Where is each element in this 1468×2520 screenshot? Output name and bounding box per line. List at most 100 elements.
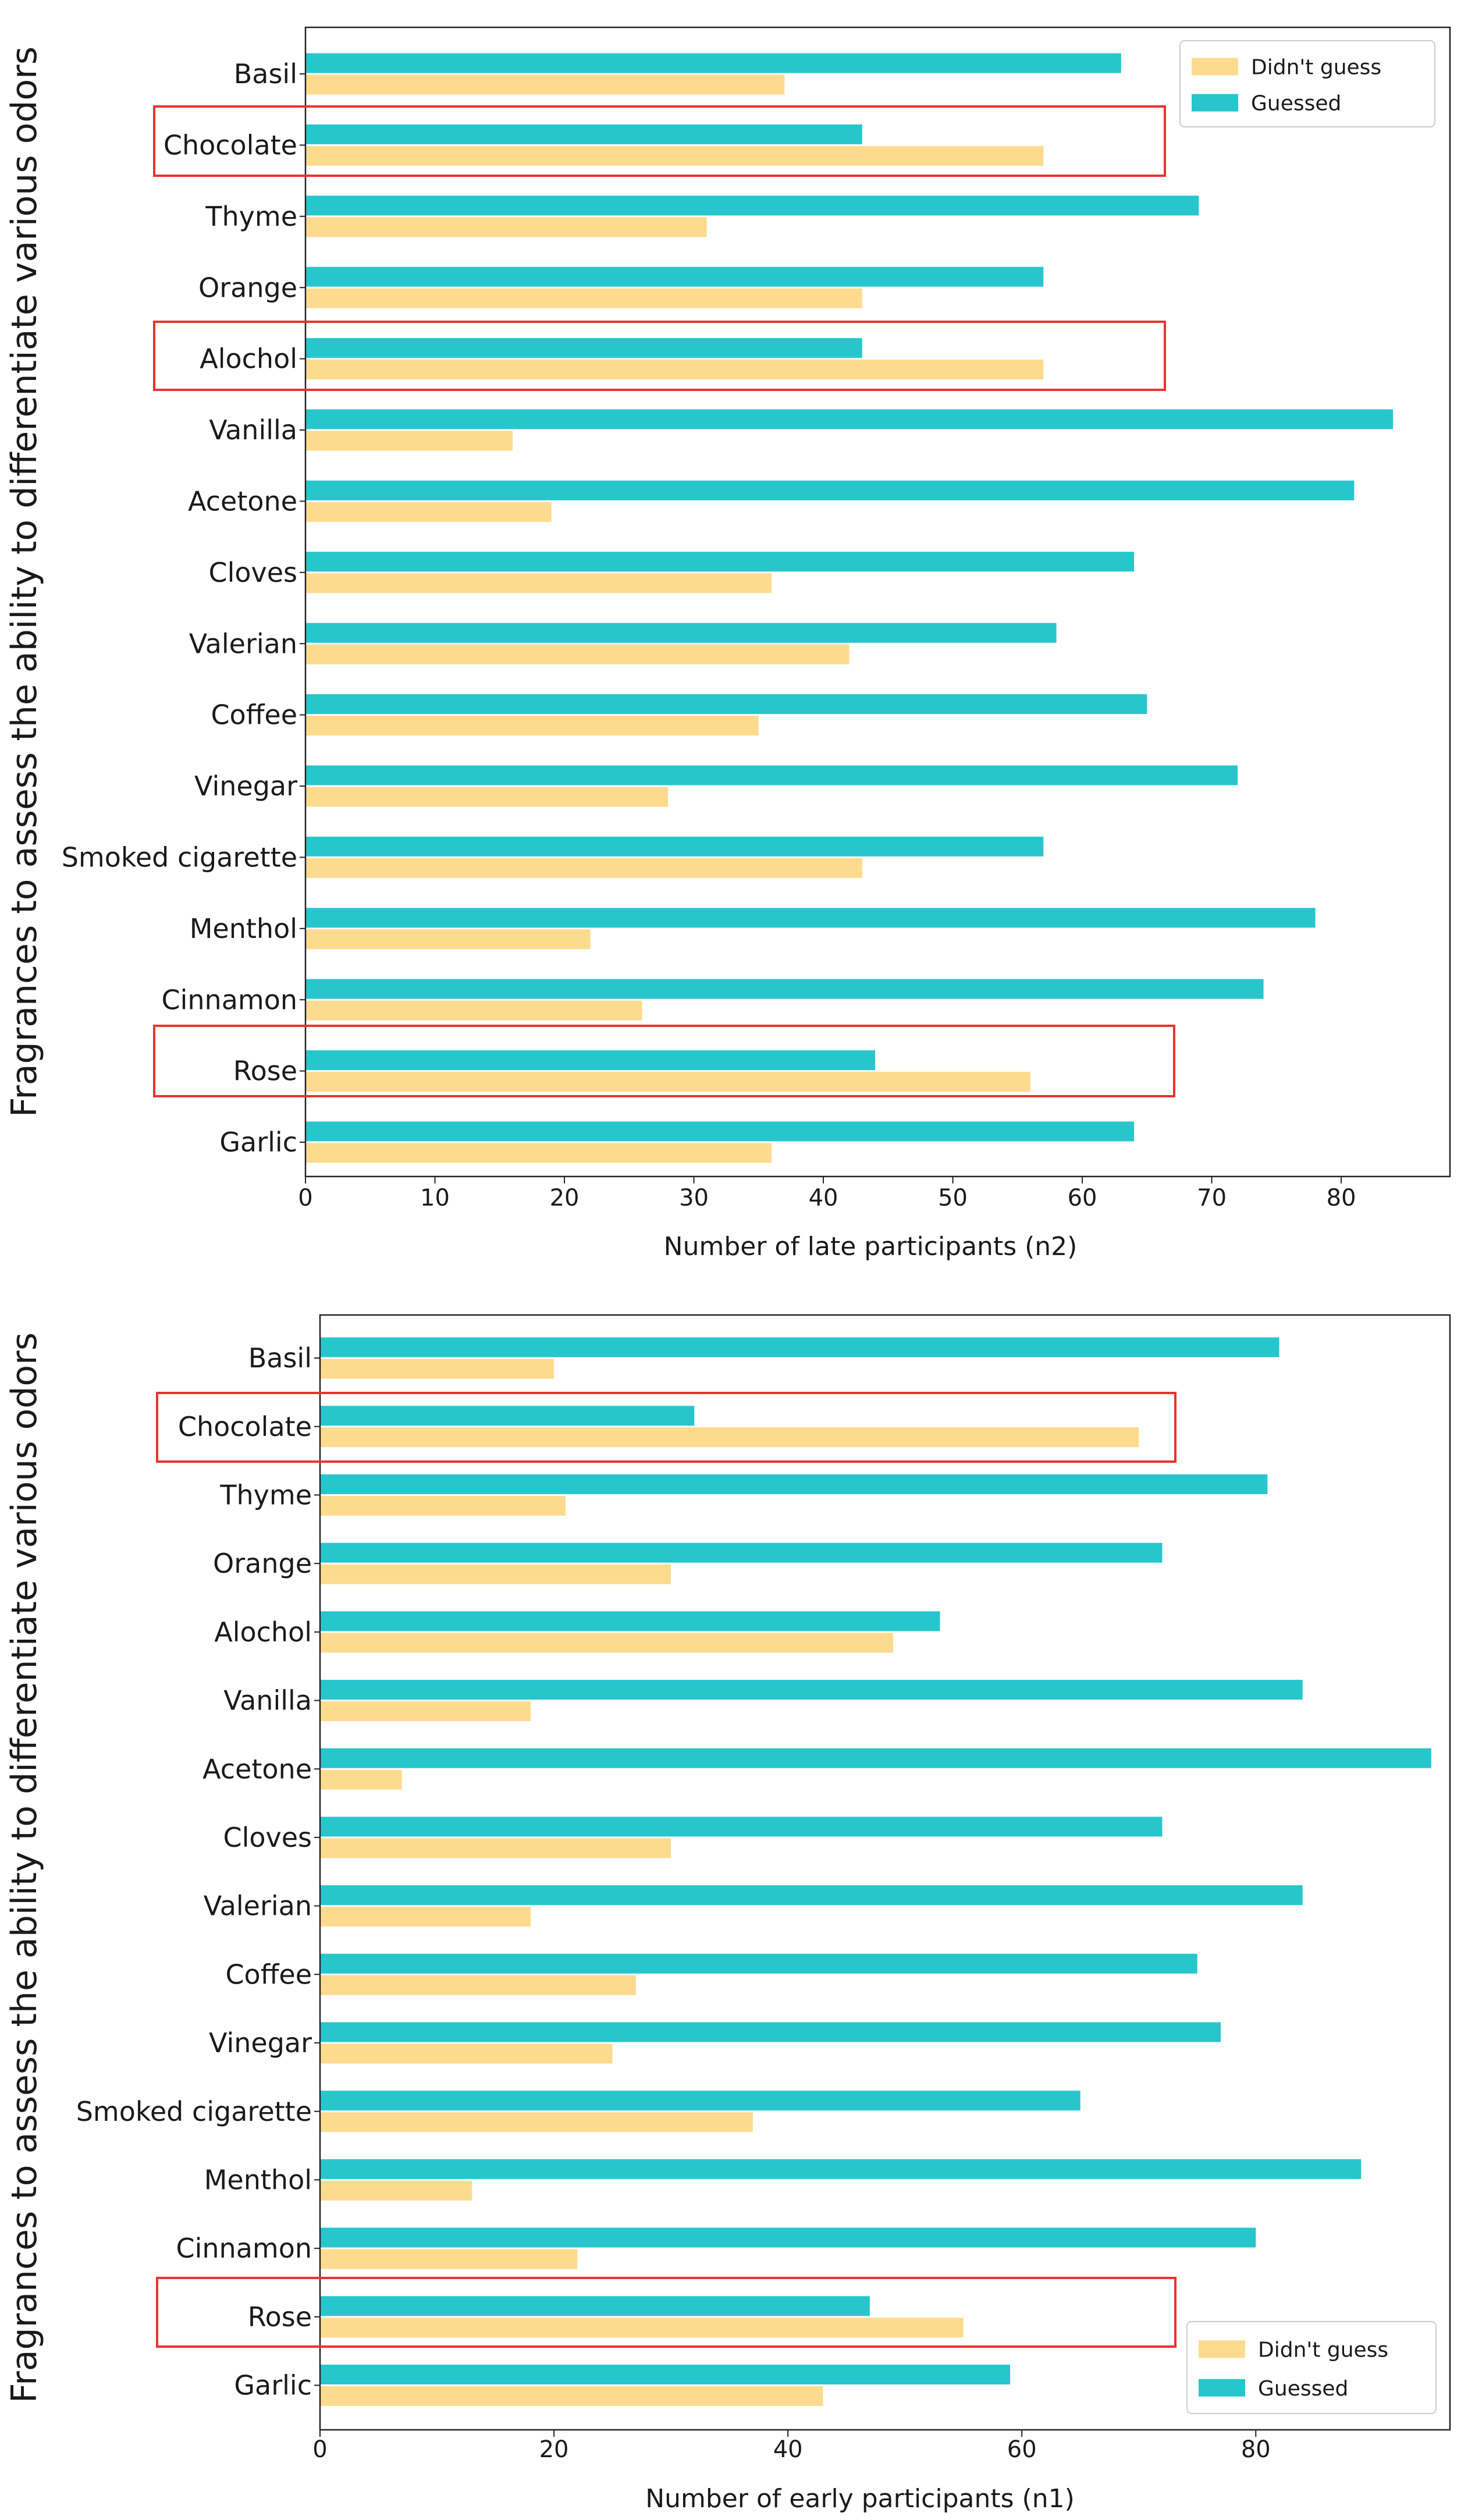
category-label-garlic: Garlic bbox=[219, 1126, 297, 1158]
bar-didnt-guess-coffee bbox=[320, 1975, 636, 1995]
bar-didnt-guess-vinegar bbox=[305, 787, 669, 807]
bar-guessed-thyme bbox=[320, 1474, 1268, 1494]
category-label-basil: Basil bbox=[248, 1342, 312, 1374]
category-label-orange: Orange bbox=[198, 272, 297, 303]
bar-didnt-guess-chocolate bbox=[320, 1427, 1139, 1448]
legend-label-didn-t-guess: Didn't guess bbox=[1258, 2338, 1388, 2362]
category-label-acetone: Acetone bbox=[188, 486, 297, 517]
legend-label-guessed: Guessed bbox=[1258, 2377, 1348, 2401]
chart-2: Basil Chocolate Thyme Orange Alochol Vanilla A… bbox=[4, 1314, 1451, 2514]
x-tick-label: 20 bbox=[550, 1185, 580, 1211]
bar-guessed-vinegar bbox=[320, 2022, 1221, 2042]
category-label-smoked-cigarette: Smoked cigarette bbox=[62, 842, 297, 873]
category-label-coffee: Coffee bbox=[225, 1959, 312, 1990]
bar-guessed-basil bbox=[320, 1337, 1279, 1357]
legend-swatch-guessed bbox=[1192, 94, 1238, 112]
bar-guessed-basil bbox=[305, 53, 1121, 73]
x-tick-label: 80 bbox=[1327, 1185, 1356, 1211]
bar-guessed-vinegar bbox=[305, 765, 1238, 785]
x-axis-label: Number of early participants (n1) bbox=[645, 2484, 1075, 2514]
bar-guessed-acetone bbox=[305, 480, 1355, 500]
bar-guessed-garlic bbox=[320, 2365, 1011, 2384]
bar-didnt-guess-smoked-cigarette bbox=[320, 2112, 753, 2132]
bar-guessed-vanilla bbox=[305, 409, 1394, 429]
bar-didnt-guess-vinegar bbox=[320, 2043, 613, 2064]
bar-didnt-guess-cinnamon bbox=[320, 2249, 578, 2269]
x-tick-label: 40 bbox=[809, 1185, 838, 1211]
bar-guessed-menthol bbox=[320, 2159, 1362, 2179]
bar-didnt-guess-chocolate bbox=[305, 145, 1044, 166]
category-label-orange: Orange bbox=[213, 1548, 312, 1579]
bar-guessed-smoked-cigarette bbox=[320, 2091, 1080, 2111]
x-tick-label: 60 bbox=[1068, 1185, 1097, 1211]
category-label-valerian: Valerian bbox=[204, 1890, 312, 1922]
bar-guessed-garlic bbox=[305, 1121, 1135, 1142]
legend: Didn't guess Guessed bbox=[1179, 40, 1435, 127]
bar-didnt-guess-garlic bbox=[320, 2386, 823, 2406]
category-label-garlic: Garlic bbox=[234, 2370, 312, 2401]
category-label-alochol: Alochol bbox=[214, 1616, 312, 1648]
category-label-basil: Basil bbox=[234, 58, 297, 90]
x-tick-label: 50 bbox=[938, 1185, 968, 1211]
legend-box bbox=[1179, 40, 1435, 127]
category-label-menthol: Menthol bbox=[204, 2164, 312, 2196]
bar-didnt-guess-basil bbox=[305, 74, 785, 95]
category-label-acetone: Acetone bbox=[202, 1753, 312, 1785]
y-axis-label: Fragrances to assess the ability to diff… bbox=[4, 47, 45, 1117]
legend-label-didn-t-guess: Didn't guess bbox=[1251, 55, 1381, 79]
x-tick-label: 60 bbox=[1007, 2436, 1037, 2463]
category-label-cloves: Cloves bbox=[208, 557, 297, 588]
bar-guessed-chocolate bbox=[305, 124, 862, 144]
x-tick-label: 40 bbox=[773, 2436, 803, 2463]
bar-didnt-guess-cloves bbox=[305, 573, 772, 593]
x-tick-label: 80 bbox=[1241, 2436, 1271, 2463]
legend-swatch-guessed bbox=[1199, 2379, 1245, 2397]
category-label-coffee: Coffee bbox=[211, 699, 297, 731]
category-label-vinegar: Vinegar bbox=[209, 2027, 312, 2059]
bar-didnt-guess-cloves bbox=[320, 1838, 671, 1858]
bar-didnt-guess-thyme bbox=[320, 1495, 566, 1516]
bar-didnt-guess-vanilla bbox=[305, 431, 513, 451]
chart-1: Basil Chocolate Thyme Orange Alochol Vanilla A… bbox=[4, 26, 1451, 1261]
category-label-valerian: Valerian bbox=[189, 628, 297, 659]
category-label-cloves: Cloves bbox=[223, 1822, 312, 1853]
bar-guessed-valerian bbox=[320, 1885, 1303, 1906]
bar-guessed-orange bbox=[320, 1542, 1163, 1563]
category-label-rose: Rose bbox=[248, 2301, 312, 2333]
bar-guessed-thyme bbox=[305, 196, 1199, 216]
category-label-cinnamon: Cinnamon bbox=[176, 2233, 312, 2264]
bar-didnt-guess-orange bbox=[305, 288, 862, 308]
bar-didnt-guess-menthol bbox=[320, 2180, 472, 2201]
bar-didnt-guess-menthol bbox=[305, 929, 591, 950]
highlight-box-rose bbox=[156, 2277, 1176, 2348]
plot-frame bbox=[319, 1314, 1451, 2431]
legend-swatch-didn-t-guess bbox=[1199, 2340, 1245, 2358]
bar-didnt-guess-coffee bbox=[305, 716, 759, 736]
bar-guessed-vanilla bbox=[320, 1680, 1303, 1700]
bar-didnt-guess-valerian bbox=[305, 644, 849, 664]
bar-guessed-orange bbox=[305, 266, 1044, 287]
category-label-menthol: Menthol bbox=[190, 913, 297, 944]
highlight-box-alochol bbox=[153, 321, 1166, 391]
bar-didnt-guess-alochol bbox=[305, 360, 1044, 380]
plot-frame bbox=[304, 26, 1451, 1178]
bar-didnt-guess-garlic bbox=[305, 1143, 772, 1163]
x-tick-label: 20 bbox=[539, 2436, 569, 2463]
x-tick-label: 70 bbox=[1197, 1185, 1227, 1211]
highlight-box-chocolate bbox=[156, 1392, 1176, 1463]
bar-didnt-guess-cinnamon bbox=[305, 1000, 642, 1021]
y-axis-label: Fragrances to assess the ability to diff… bbox=[4, 1332, 45, 2403]
bar-didnt-guess-acetone bbox=[320, 1769, 402, 1790]
bar-guessed-coffee bbox=[320, 1953, 1197, 1974]
bar-guessed-coffee bbox=[305, 694, 1147, 715]
bar-guessed-alochol bbox=[305, 338, 862, 358]
legend-box bbox=[1186, 2321, 1437, 2414]
highlight-box-rose bbox=[153, 1025, 1175, 1097]
category-label-thyme: Thyme bbox=[205, 201, 297, 232]
bar-didnt-guess-thyme bbox=[305, 217, 707, 237]
bar-guessed-valerian bbox=[305, 623, 1057, 643]
bar-guessed-cloves bbox=[320, 1817, 1163, 1837]
bar-didnt-guess-rose bbox=[305, 1072, 1031, 1092]
bar-didnt-guess-alochol bbox=[320, 1633, 894, 1653]
